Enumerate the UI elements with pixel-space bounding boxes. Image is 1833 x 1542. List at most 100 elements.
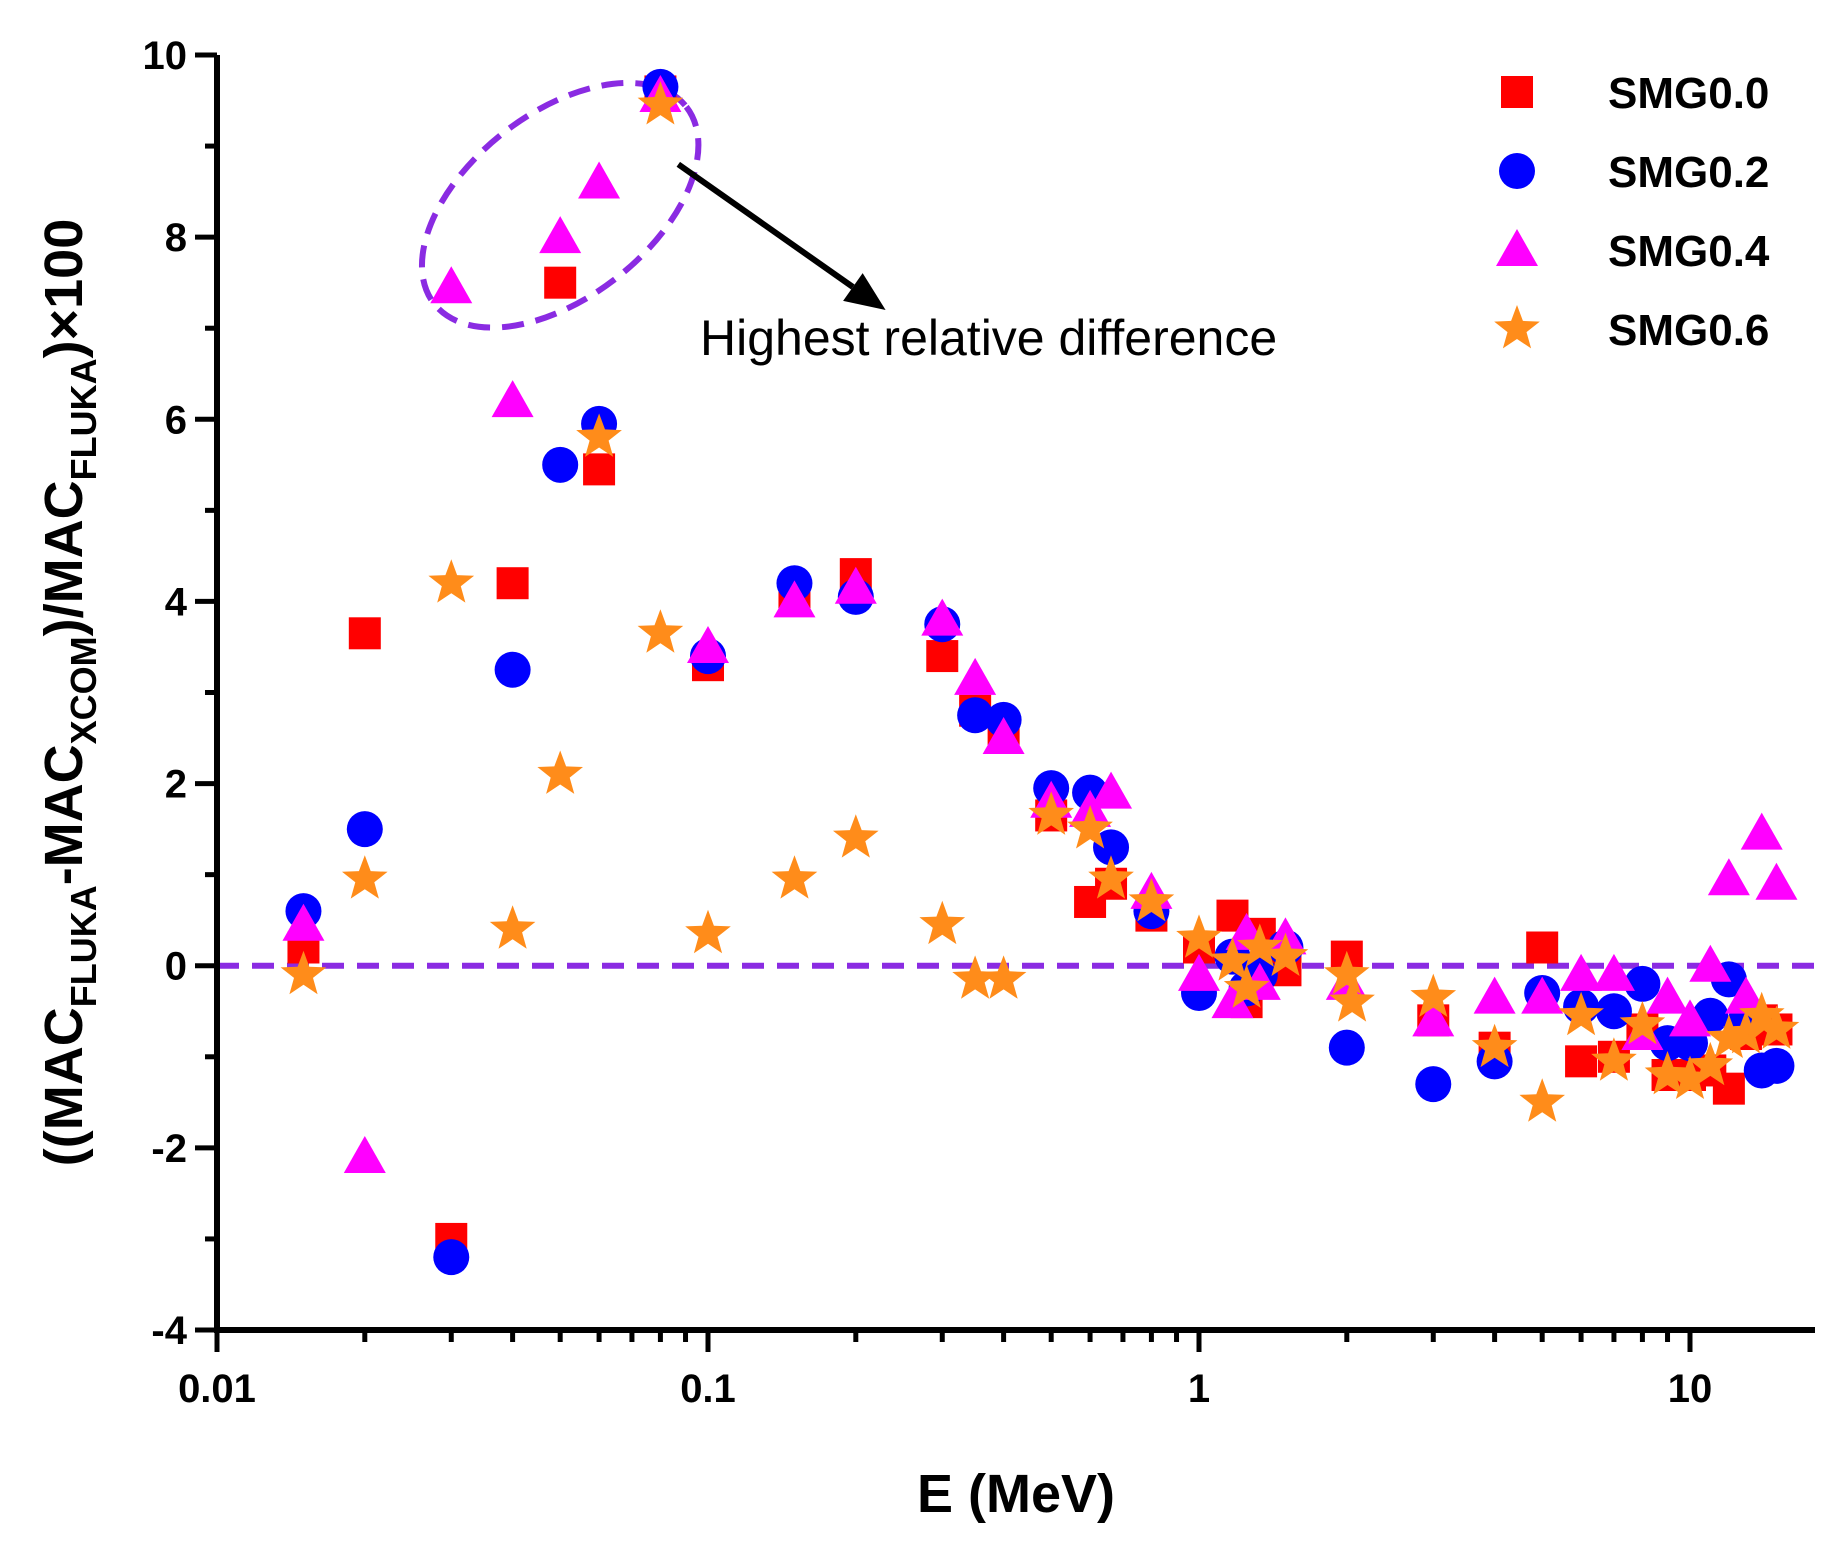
data-point (1753, 1005, 1800, 1049)
data-point (1740, 812, 1783, 850)
data-point (1669, 999, 1711, 1037)
y-title-part-4: )×100 (34, 219, 94, 359)
data-point (1687, 1041, 1734, 1086)
data-point (833, 814, 879, 858)
data-point (1667, 1055, 1713, 1099)
series-smg0-6 (280, 81, 1800, 1122)
data-point (1595, 993, 1632, 1030)
y-title-part-1: ((MAC (34, 1007, 94, 1166)
data-point (1028, 791, 1074, 835)
data-point (771, 855, 818, 899)
data-point (1176, 914, 1222, 958)
data-point (1093, 829, 1130, 866)
data-points (280, 68, 1800, 1276)
data-point (921, 598, 964, 636)
data-point (637, 81, 684, 125)
legend-item: SMG0.2 (1499, 148, 1769, 197)
data-point (982, 717, 1025, 755)
data-point (957, 697, 994, 734)
data-point (1223, 964, 1270, 1008)
x-tick-label: 10 (1668, 1367, 1713, 1411)
data-point (954, 657, 997, 695)
y-axis-title: ((MACFLUKA-MACXCOM)/MACFLUKA)×100 (34, 219, 104, 1166)
data-point (342, 855, 388, 899)
data-point (430, 266, 473, 304)
x-tick-label: 1 (1188, 1367, 1210, 1411)
data-point (1591, 1037, 1637, 1081)
data-point (687, 625, 729, 663)
y-tick-label: 6 (165, 398, 187, 442)
data-point (489, 905, 536, 949)
data-point (1329, 978, 1375, 1022)
data-point (1724, 976, 1767, 1014)
y-tick-label: -2 (151, 1127, 187, 1171)
legend-item: SMG0.4 (1496, 227, 1770, 276)
data-point (1090, 771, 1133, 809)
tick-labels: -4 -2 0 2 4 6 8 10 0.01 0.1 1 10 (143, 34, 1713, 1411)
data-point (583, 453, 616, 486)
data-point (919, 900, 966, 945)
data-point (1415, 1066, 1452, 1103)
data-point (542, 446, 579, 483)
legend-label: SMG0.2 (1608, 148, 1769, 197)
data-point (280, 950, 327, 995)
data-point (1644, 1051, 1691, 1095)
x-axis-title: E (MeV) (917, 1464, 1115, 1524)
x-tick-label: 0.01 (178, 1367, 256, 1411)
data-point (1592, 953, 1635, 991)
data-point (1412, 999, 1455, 1037)
y-tick-label: 4 (165, 580, 188, 624)
data-point (1560, 953, 1603, 991)
legend-label: SMG0.6 (1608, 306, 1769, 355)
x-tick-label: 0.1 (680, 1367, 736, 1411)
data-point (537, 750, 583, 794)
data-point (980, 955, 1027, 999)
legend-item: SMG0.6 (1494, 305, 1769, 355)
y-tick-label: -4 (151, 1309, 187, 1353)
legend-marker (1499, 153, 1535, 189)
legend-label: SMG0.4 (1608, 227, 1770, 276)
data-point (578, 161, 621, 199)
annotation-arrow-head (843, 273, 886, 310)
y-tick-label: 8 (165, 216, 187, 260)
data-point (1565, 1045, 1598, 1078)
data-point (1328, 1029, 1365, 1066)
data-point (1558, 991, 1604, 1036)
data-point (1237, 923, 1283, 967)
y-tick-label: 0 (165, 945, 187, 989)
legend-marker (1494, 305, 1540, 349)
data-point (496, 567, 529, 600)
data-point (1738, 991, 1785, 1036)
data-point (1689, 944, 1732, 982)
data-point (539, 216, 582, 254)
data-point (1706, 1014, 1752, 1058)
data-point (348, 617, 381, 650)
y-title-part-2: -MAC (34, 744, 94, 885)
data-point (544, 266, 577, 299)
data-point (576, 413, 622, 457)
legend-label: SMG0.0 (1608, 69, 1769, 118)
axes (195, 52, 1815, 1352)
data-point (1519, 1078, 1565, 1122)
legend: SMG0.0 SMG0.2 SMG0.4 SMG0.6 (1494, 69, 1770, 355)
series-smg0-2 (285, 68, 1795, 1276)
data-point (926, 640, 959, 673)
y-title-sub-1: FLUKA (63, 885, 104, 1007)
data-point (1067, 805, 1113, 849)
annotation-text: Highest relative difference (700, 310, 1277, 366)
y-title-sub-2: XCOM (63, 636, 104, 744)
data-point (1209, 937, 1256, 981)
data-point (773, 580, 816, 618)
data-point (1723, 1010, 1769, 1054)
data-point (1128, 878, 1175, 922)
data-point (1646, 976, 1689, 1014)
y-tick-label: 10 (143, 34, 188, 78)
data-point (834, 566, 877, 604)
data-point (1088, 855, 1134, 899)
data-point (1619, 1000, 1666, 1045)
data-point (343, 1135, 386, 1173)
y-title-sub-3: FLUKA (63, 358, 104, 480)
data-point (1707, 858, 1750, 896)
y-tick-label: 2 (165, 763, 187, 807)
